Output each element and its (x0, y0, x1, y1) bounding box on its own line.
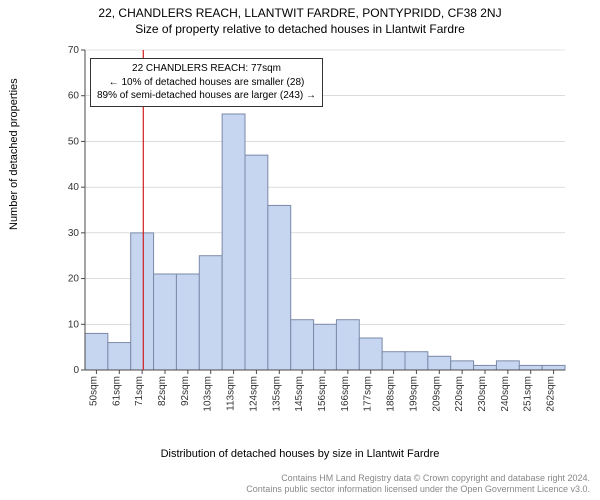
footer-line2: Contains public sector information licen… (246, 484, 590, 496)
svg-text:92sqm: 92sqm (180, 376, 191, 406)
svg-text:50: 50 (68, 136, 80, 147)
svg-text:135sqm: 135sqm (271, 376, 282, 412)
svg-text:262sqm: 262sqm (546, 376, 557, 412)
x-axis-label: Distribution of detached houses by size … (0, 448, 600, 460)
svg-text:20: 20 (68, 274, 80, 285)
svg-text:177sqm: 177sqm (363, 376, 374, 412)
title-sub: Size of property relative to detached ho… (0, 20, 600, 36)
svg-text:50sqm: 50sqm (88, 376, 99, 406)
annotation-box: 22 CHANDLERS REACH: 77sqm ← 10% of detac… (90, 58, 323, 107)
svg-text:166sqm: 166sqm (340, 376, 351, 412)
svg-text:240sqm: 240sqm (500, 376, 511, 412)
svg-text:71sqm: 71sqm (134, 376, 145, 406)
title-main: 22, CHANDLERS REACH, LLANTWIT FARDRE, PO… (0, 0, 600, 20)
annotation-line1: 22 CHANDLERS REACH: 77sqm (97, 62, 316, 76)
svg-text:230sqm: 230sqm (477, 376, 488, 412)
svg-text:220sqm: 220sqm (454, 376, 465, 412)
annotation-line3: 89% of semi-detached houses are larger (… (97, 89, 316, 103)
annotation-line2: ← 10% of detached houses are smaller (28… (97, 76, 316, 90)
svg-text:61sqm: 61sqm (111, 376, 122, 406)
y-axis-label: Number of detached properties (8, 78, 20, 230)
svg-text:60: 60 (68, 91, 80, 102)
svg-text:188sqm: 188sqm (386, 376, 397, 412)
svg-text:103sqm: 103sqm (203, 376, 214, 412)
svg-text:199sqm: 199sqm (408, 376, 419, 412)
chart-container: 22, CHANDLERS REACH, LLANTWIT FARDRE, PO… (0, 0, 600, 500)
svg-text:113sqm: 113sqm (226, 376, 237, 411)
svg-text:209sqm: 209sqm (431, 376, 442, 412)
svg-text:124sqm: 124sqm (248, 376, 259, 412)
svg-text:251sqm: 251sqm (523, 376, 534, 412)
svg-text:0: 0 (73, 365, 79, 376)
footer-text: Contains HM Land Registry data © Crown c… (246, 473, 590, 496)
svg-text:82sqm: 82sqm (157, 376, 168, 406)
svg-text:70: 70 (68, 45, 80, 56)
svg-text:156sqm: 156sqm (317, 376, 328, 412)
svg-text:30: 30 (68, 228, 80, 239)
svg-text:40: 40 (68, 182, 80, 193)
svg-text:10: 10 (68, 319, 80, 330)
svg-text:145sqm: 145sqm (294, 376, 305, 412)
footer-line1: Contains HM Land Registry data © Crown c… (246, 473, 590, 485)
